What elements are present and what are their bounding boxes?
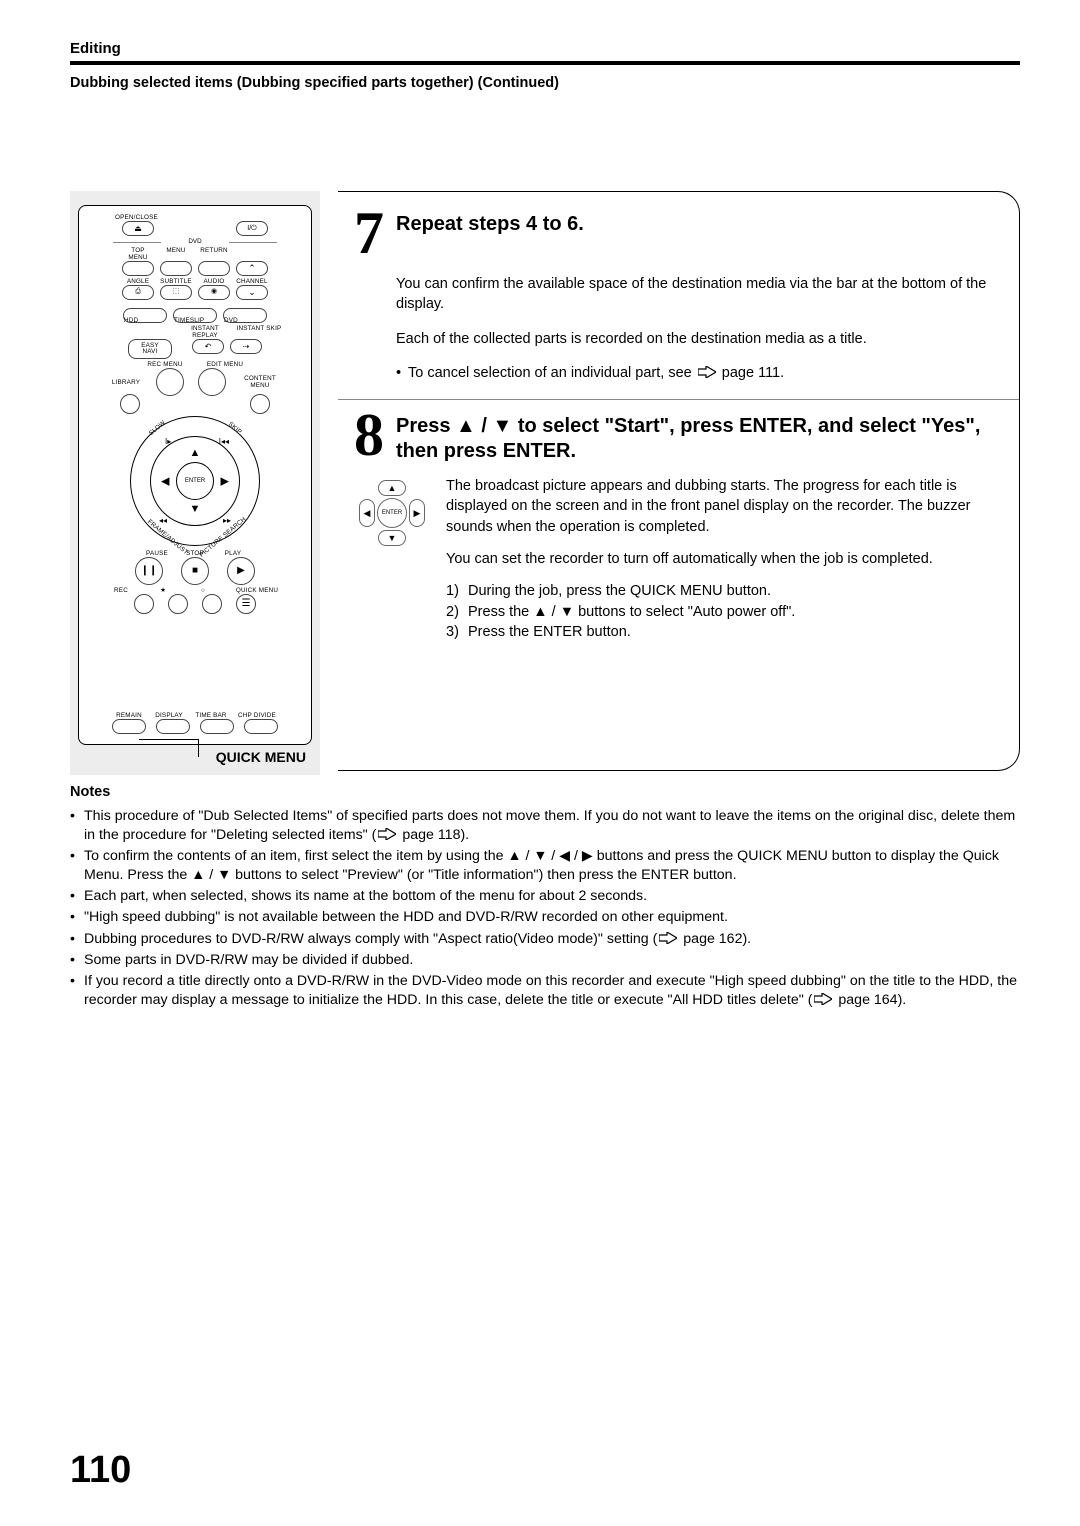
dvd-button: DVD — [223, 308, 267, 323]
chp-divide-button — [244, 719, 278, 734]
up-button: ⌃ — [236, 261, 268, 276]
library-label: LIBRARY — [110, 379, 142, 386]
top-menu-button — [122, 261, 154, 276]
star-button — [168, 594, 188, 614]
step-divider — [338, 399, 1019, 400]
play-button: ▶ — [227, 557, 255, 585]
step-7-body: You can confirm the available space of t… — [396, 274, 995, 383]
page-subtitle: Dubbing selected items (Dubbing specifie… — [70, 75, 1020, 91]
subtitle-label: SUBTITLE — [159, 278, 193, 285]
open-close-label: OPEN/CLOSE — [115, 214, 303, 221]
menu-button — [160, 261, 192, 276]
content-menu-button — [250, 394, 270, 414]
dvd-section-label: DVD — [87, 238, 303, 245]
slow-label: SLOW — [146, 418, 167, 437]
header-rule — [70, 61, 1020, 65]
stop-button: ■ — [181, 557, 209, 585]
note-item: •To confirm the contents of an item, fir… — [70, 847, 1020, 885]
top-menu-label: TOP MENU — [121, 247, 155, 261]
rec-menu-button — [156, 368, 184, 396]
audio-label: AUDIO — [197, 278, 231, 285]
edit-menu-button — [198, 368, 226, 396]
quick-menu-callout: QUICK MENU — [78, 745, 312, 765]
instant-replay-label: INSTANT REPLAY — [179, 325, 231, 339]
power-button: I/⏻ — [236, 221, 268, 236]
section-header: Editing — [70, 40, 1020, 57]
dpad-enter: ENTER — [377, 498, 407, 528]
pause-button: ❙❙ — [135, 557, 163, 585]
display-button — [156, 719, 190, 734]
navigation-wheel: SLOW SKIP I▸ I◂◂ ◂◂ ▸▸ FRAME/ADJUST PICT… — [130, 416, 260, 546]
note-item: • This procedure of "Dub Selected Items"… — [70, 807, 1020, 845]
enter-dpad-illustration: ▲ ◀ ENTER ▶ ▼ — [352, 480, 432, 546]
step-8-title: Press ▲ / ▼ to select "Start", press ENT… — [396, 414, 995, 464]
page-ref-arrow-icon — [698, 366, 716, 378]
steps-panel: 7 Repeat steps 4 to 6. You can confirm t… — [338, 191, 1020, 771]
easy-navi-button: EASY NAVI — [128, 339, 172, 359]
page-ref-arrow-icon — [814, 993, 832, 1005]
instant-skip-button: ⇢ — [230, 339, 262, 354]
pause-label: PAUSE — [140, 550, 174, 557]
circle-button — [202, 594, 222, 614]
library-button — [120, 394, 140, 414]
notes-header: Notes — [70, 783, 1020, 803]
step-7-title: Repeat steps 4 to 6. — [396, 212, 995, 237]
rec-label: REC — [109, 587, 133, 594]
return-button — [198, 261, 230, 276]
step-8-body: The broadcast picture appears and dubbin… — [446, 476, 995, 642]
quick-menu-btn-label: QUICK MENU — [233, 587, 281, 594]
remain-button — [112, 719, 146, 734]
content-menu-label: CONTENT MENU — [240, 375, 280, 389]
time-bar-button — [200, 719, 234, 734]
dpad-down: ▼ — [378, 530, 406, 546]
remote-illustration: OPEN/CLOSE ⏏ I/⏻ DVD TOP MENU MENU RETUR… — [70, 191, 320, 775]
step-7-number: 7 — [350, 212, 388, 254]
instant-replay-button: ↶ — [192, 339, 224, 354]
menu-label: MENU — [159, 247, 193, 261]
rec-button — [134, 594, 154, 614]
display-label: DISPLAY — [151, 712, 187, 719]
channel-label: CHANNEL — [235, 278, 269, 285]
page-ref-arrow-icon — [659, 932, 677, 944]
edit-menu-label: EDIT MENU — [202, 361, 248, 368]
return-label: RETURN — [197, 247, 231, 261]
remain-label: REMAIN — [111, 712, 147, 719]
note-item: •Some parts in DVD-R/RW may be divided i… — [70, 951, 1020, 970]
down-button: ⌄ — [236, 285, 268, 300]
note-item: •"High speed dubbing" is not available b… — [70, 908, 1020, 927]
skip-label: SKIP — [227, 419, 244, 436]
notes-section: Notes • This procedure of "Dub Selected … — [70, 783, 1020, 1010]
chp-divide-label: CHP DIVIDE — [235, 712, 279, 719]
rec-menu-label: REC MENU — [142, 361, 188, 368]
instant-skip-label: INSTANT SKIP — [233, 325, 285, 339]
audio-button: ◉ — [198, 285, 230, 300]
enter-button: ENTER — [176, 462, 214, 500]
subtitle-button: ⬚ — [160, 285, 192, 300]
page-ref-arrow-icon — [378, 828, 396, 840]
step-8-number: 8 — [350, 414, 388, 456]
hdd-button: HDD — [123, 308, 167, 323]
note-item: • Dubbing procedures to DVD-R/RW always … — [70, 930, 1020, 949]
page-number: 110 — [70, 1449, 131, 1492]
play-label: PLAY — [216, 550, 250, 557]
time-bar-label: TIME BAR — [191, 712, 231, 719]
note-item: •Each part, when selected, shows its nam… — [70, 887, 1020, 906]
quick-menu-button: ☰ — [236, 594, 256, 614]
dpad-left: ◀ — [359, 499, 375, 527]
dpad-right: ▶ — [409, 499, 425, 527]
dpad-up: ▲ — [378, 480, 406, 496]
open-close-button: ⏏ — [122, 221, 154, 236]
angle-button: ⎙ — [122, 285, 154, 300]
timeslip-button: TIMESLIP — [173, 308, 217, 323]
note-item: • If you record a title directly onto a … — [70, 972, 1020, 1010]
angle-label: ANGLE — [121, 278, 155, 285]
